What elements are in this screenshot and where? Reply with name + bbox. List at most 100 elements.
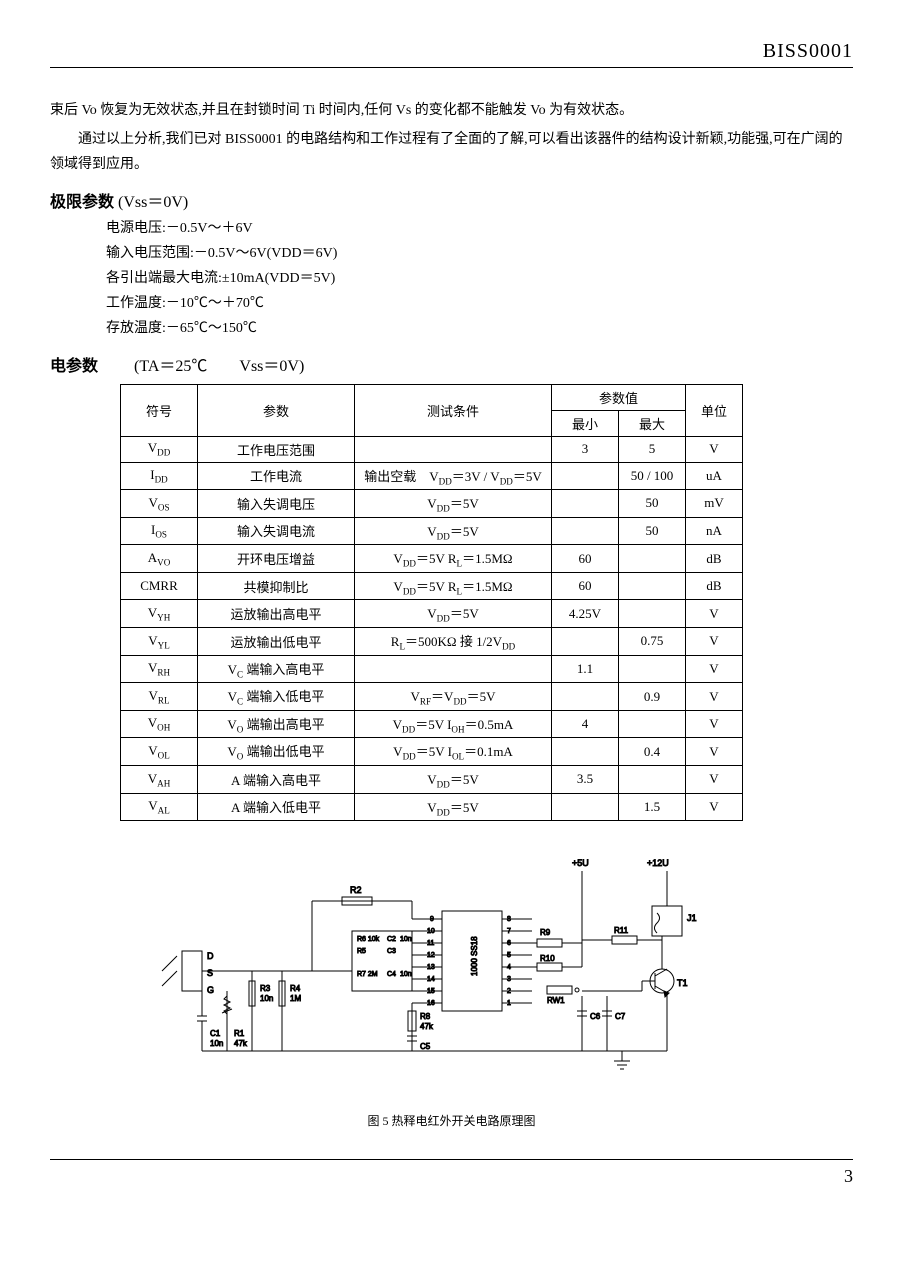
svg-text:C1: C1 (210, 1029, 221, 1038)
cell-unit: V (686, 436, 743, 462)
cell-min: 3.5 (552, 766, 619, 794)
cell-cond: VDD＝5V (355, 517, 552, 545)
cell-unit: nA (686, 517, 743, 545)
svg-text:G: G (207, 985, 214, 995)
intro-line-2: 通过以上分析,我们已对 BISS0001 的电路结构和工作过程有了全面的了解,可… (50, 127, 853, 177)
cell-param: 运放输出低电平 (198, 628, 355, 656)
cell-param: VC 端输入高电平 (198, 655, 355, 683)
limit-row: 存放温度:－65℃～150℃ (106, 316, 853, 341)
svg-text:1000 SS18: 1000 SS18 (470, 936, 479, 976)
cell-unit: dB (686, 545, 743, 573)
th-param: 参数 (198, 384, 355, 436)
cell-param: 共模抑制比 (198, 572, 355, 600)
electrical-params-table: 符号 参数 测试条件 参数值 单位 最小 最大 VDD工作电压范围35VIDD工… (120, 384, 743, 822)
cell-max (619, 766, 686, 794)
cell-param: 输入失调电压 (198, 490, 355, 518)
cell-sym: AVO (121, 545, 198, 573)
svg-text:R4: R4 (290, 984, 301, 993)
svg-text:C2: C2 (387, 936, 396, 943)
cell-min: 4 (552, 710, 619, 738)
svg-text:RW1: RW1 (547, 996, 565, 1005)
svg-text:T1: T1 (677, 978, 688, 988)
limits-title-formula: (Vss＝0V) (118, 194, 188, 211)
cell-cond: VDD＝5V IOH＝0.5mA (355, 710, 552, 738)
limits-title-text: 极限参数 (50, 194, 114, 211)
cell-min: 60 (552, 545, 619, 573)
cell-unit: V (686, 710, 743, 738)
cell-min (552, 683, 619, 711)
table-row: VRLVC 端输入低电平VRF＝VDD＝5V0.9V (121, 683, 743, 711)
cell-max: 0.4 (619, 738, 686, 766)
cell-param: 输入失调电流 (198, 517, 355, 545)
cell-sym: VOS (121, 490, 198, 518)
cell-min (552, 462, 619, 490)
circuit-svg: D S G C1 10n R1 47k R3 10n R4 1M R2 (152, 841, 752, 1101)
cell-min (552, 738, 619, 766)
svg-text:+12U: +12U (647, 858, 669, 868)
cell-unit: V (686, 600, 743, 628)
cell-sym: VRL (121, 683, 198, 711)
cell-sym: CMRR (121, 572, 198, 600)
svg-text:C6: C6 (590, 1012, 601, 1021)
cell-cond: VDD＝5V (355, 490, 552, 518)
limit-row: 输入电压范围:－0.5V～6V(VDD＝6V) (106, 241, 853, 266)
cell-unit: V (686, 628, 743, 656)
svg-text:10n: 10n (210, 1039, 223, 1048)
svg-text:1M: 1M (290, 994, 301, 1003)
cell-param: A 端输入高电平 (198, 766, 355, 794)
svg-text:J1: J1 (687, 913, 697, 923)
th-symbol: 符号 (121, 384, 198, 436)
elec-section-title: 电参数 (TA＝25℃ Vss＝0V) (50, 352, 853, 376)
th-unit: 单位 (686, 384, 743, 436)
cell-min (552, 490, 619, 518)
table-row: VALA 端输入低电平VDD＝5V1.5V (121, 793, 743, 821)
cell-sym: IDD (121, 462, 198, 490)
cell-min (552, 793, 619, 821)
circuit-diagram: D S G C1 10n R1 47k R3 10n R4 1M R2 (152, 841, 752, 1129)
cell-max: 50 (619, 517, 686, 545)
cell-max (619, 710, 686, 738)
svg-text:D: D (207, 951, 214, 961)
svg-text:+5U: +5U (572, 858, 589, 868)
cell-max (619, 600, 686, 628)
cell-param: VC 端输入低电平 (198, 683, 355, 711)
cell-sym: IOS (121, 517, 198, 545)
cell-cond: RL＝500KΩ 接 1/2VDD (355, 628, 552, 656)
table-row: VOS输入失调电压VDD＝5V50mV (121, 490, 743, 518)
page-header-title: BISS0001 (50, 40, 853, 68)
table-row: VYH运放输出高电平VDD＝5V4.25V V (121, 600, 743, 628)
elec-title-text: 电参数 (50, 358, 98, 375)
cell-unit: V (686, 793, 743, 821)
cell-max (619, 655, 686, 683)
cell-sym: VDD (121, 436, 198, 462)
cell-unit: V (686, 766, 743, 794)
svg-text:R6 10k: R6 10k (357, 936, 380, 943)
limits-section-title: 极限参数 (Vss＝0V) (50, 188, 853, 212)
table-row: VYL运放输出低电平RL＝500KΩ 接 1/2VDD0.75V (121, 628, 743, 656)
elec-title-formula: (TA＝25℃ Vss＝0V) (134, 358, 304, 375)
limit-row: 各引出端最大电流:±10mA(VDD＝5V) (106, 266, 853, 291)
svg-text:C7: C7 (615, 1012, 626, 1021)
cell-max: 0.9 (619, 683, 686, 711)
cell-cond: VDD＝5V IOL＝0.1mA (355, 738, 552, 766)
cell-sym: VYH (121, 600, 198, 628)
circuit-caption: 图 5 热释电红外开关电路原理图 (152, 1112, 752, 1129)
svg-text:R11: R11 (614, 926, 629, 935)
cell-unit: dB (686, 572, 743, 600)
cell-unit: V (686, 738, 743, 766)
svg-text:C5: C5 (420, 1042, 431, 1051)
svg-text:R7 2M: R7 2M (357, 971, 378, 978)
cell-cond: VDD＝5V RL＝1.5MΩ (355, 545, 552, 573)
th-min: 最小 (552, 410, 619, 436)
cell-unit: uA (686, 462, 743, 490)
cell-sym: VRH (121, 655, 198, 683)
cell-cond: VDD＝5V (355, 600, 552, 628)
cell-unit: mV (686, 490, 743, 518)
svg-text:10n: 10n (400, 936, 412, 943)
cell-min: 4.25V (552, 600, 619, 628)
svg-text:R10: R10 (540, 954, 555, 963)
cell-min: 3 (552, 436, 619, 462)
cell-cond: 输出空载 VDD＝3V / VDD＝5V (355, 462, 552, 490)
cell-min: 1.1 (552, 655, 619, 683)
cell-param: 运放输出高电平 (198, 600, 355, 628)
